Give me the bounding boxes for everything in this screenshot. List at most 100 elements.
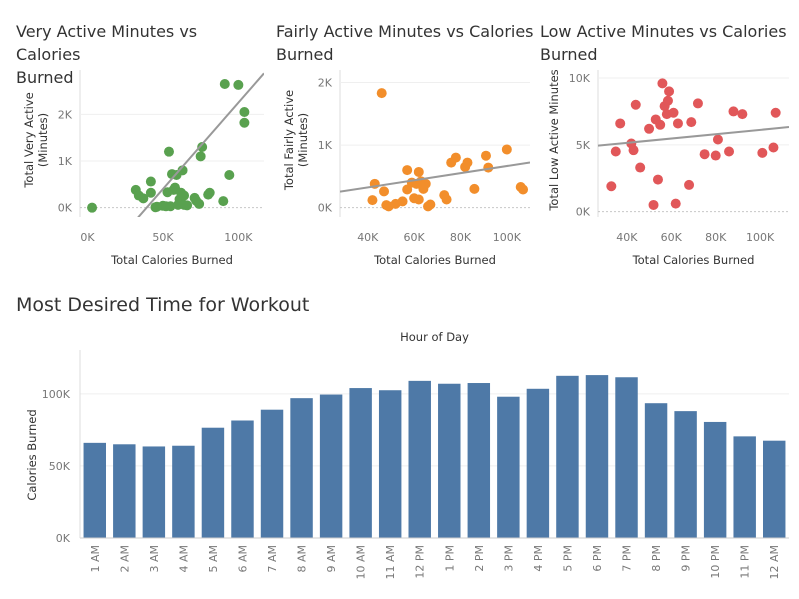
- fairly-active-data-point: [413, 166, 424, 177]
- low-active-data-point: [670, 198, 681, 209]
- low-active-data-point: [652, 174, 663, 185]
- workout-bar: [408, 380, 431, 538]
- low-active-title-line2: Burned: [540, 45, 598, 64]
- very-active-data-point: [177, 165, 188, 176]
- workout-x-axis-label: Hour of Day: [400, 330, 469, 344]
- workout-x-tick-label: 7 PM: [621, 545, 634, 572]
- very-active-data-point: [224, 170, 235, 180]
- workout-bar: [763, 440, 786, 538]
- very-active-data-point: [239, 117, 250, 128]
- very-active-data-point: [239, 107, 250, 117]
- fairly-active-x-tick-label: 40K: [357, 231, 379, 244]
- fairly-active-data-point: [469, 183, 480, 194]
- very-active-data-point: [197, 142, 208, 152]
- workout-x-tick-label: 2 AM: [118, 545, 131, 573]
- workout-y-tick-label: 100K: [42, 388, 71, 401]
- low-active-data-point: [710, 150, 721, 161]
- low-active-data-point: [606, 181, 617, 192]
- low-active-data-point: [668, 107, 679, 118]
- fairly-active-data-point: [397, 196, 408, 207]
- workout-x-tick-label: 9 AM: [325, 545, 338, 573]
- fairly-active-title-line1: Fairly Active Minutes vs Calories: [276, 22, 534, 41]
- low-active-x-tick-label: 100K: [746, 231, 775, 244]
- workout-x-tick-label: 7 AM: [266, 545, 279, 573]
- workout-bar: [467, 383, 491, 538]
- workout-bar: [644, 403, 668, 538]
- fairly-active-data-point: [441, 194, 452, 205]
- very-active-x-axis-label: Total Calories Burned: [110, 253, 233, 267]
- fairly-active-data-point: [501, 144, 512, 155]
- low-active-x-tick-label: 80K: [705, 231, 727, 244]
- workout-x-tick-label: 5 PM: [561, 545, 574, 572]
- low-active-data-point: [615, 118, 626, 129]
- very-active-chart-title: Very Active Minutes vs Calories Burned: [16, 20, 266, 89]
- workout-x-tick-label: 4 AM: [177, 545, 190, 573]
- workout-x-tick-label: 11 AM: [384, 545, 397, 580]
- low-active-data-point: [728, 106, 739, 117]
- fairly-active-x-tick-label: 60K: [404, 231, 426, 244]
- workout-bar: [378, 390, 402, 538]
- workout-bar: [231, 420, 254, 538]
- low-active-data-point: [662, 95, 673, 106]
- very-active-x-tick-label: 50K: [152, 231, 174, 244]
- fairly-active-y-tick-label: 2K: [318, 77, 333, 90]
- fairly-active-trend-line: [340, 161, 530, 193]
- very-active-data-point: [145, 176, 156, 187]
- low-active-data-point: [699, 149, 710, 160]
- low-active-y-tick-label: 0K: [576, 206, 591, 219]
- very-active-title-line1: Very Active Minutes vs Calories: [16, 22, 198, 64]
- very-active-x-tick-label: 0K: [80, 231, 95, 244]
- very-active-trend-line: [137, 72, 264, 217]
- low-active-data-point: [724, 146, 735, 157]
- low-active-y-axis-label: Total Low Active Minutes: [547, 69, 561, 211]
- workout-bar: [172, 445, 195, 538]
- workout-bar: [113, 444, 136, 538]
- workout-bar: [556, 375, 579, 538]
- very-active-data-point: [138, 193, 149, 204]
- low-active-data-point: [684, 179, 695, 190]
- workout-chart-title: Most Desired Time for Workout: [16, 294, 310, 316]
- fairly-active-y-tick-label: 1K: [318, 139, 333, 152]
- very-active-data-point: [165, 201, 176, 212]
- workout-x-tick-label: 11 PM: [739, 545, 752, 579]
- fairly-active-title-line2: Burned: [276, 45, 334, 64]
- low-active-trend-line: [598, 126, 789, 147]
- workout-x-tick-label: 10 PM: [709, 545, 722, 579]
- fairly-active-data-point: [413, 194, 424, 205]
- low-active-title-line1: Low Active Minutes vs Calories: [540, 22, 787, 41]
- fairly-active-data-point: [462, 157, 473, 168]
- workout-bar: [83, 442, 106, 538]
- low-active-data-point: [635, 162, 646, 173]
- fairly-active-data-point: [480, 150, 491, 161]
- very-active-data-point: [179, 190, 190, 201]
- very-active-data-point: [182, 200, 193, 211]
- very-active-data-point: [218, 196, 229, 207]
- low-active-data-point: [770, 107, 781, 118]
- fairly-active-y-axis-label: (Minutes): [296, 113, 310, 167]
- low-active-data-point: [672, 118, 683, 129]
- low-active-data-point: [657, 78, 668, 89]
- fairly-active-data-point: [376, 88, 387, 99]
- low-active-data-point: [692, 98, 703, 109]
- low-active-data-point: [757, 147, 768, 158]
- fairly-active-data-point: [425, 199, 436, 210]
- fairly-active-x-axis-label: Total Calories Burned: [373, 253, 496, 267]
- workout-x-tick-label: 5 AM: [207, 545, 220, 573]
- very-active-data-point: [87, 202, 98, 213]
- workout-x-tick-label: 4 PM: [532, 545, 545, 572]
- workout-y-axis-label: Calories Burned: [25, 409, 39, 500]
- workout-bar: [703, 421, 727, 538]
- workout-bar: [290, 398, 313, 538]
- low-active-y-tick-label: 10K: [569, 72, 591, 85]
- fairly-active-y-axis-label: Total Fairly Active: [282, 90, 296, 191]
- workout-bar: [438, 383, 461, 538]
- low-active-x-axis-label: Total Calories Burned: [632, 253, 755, 267]
- low-active-x-tick-label: 40K: [616, 231, 638, 244]
- low-active-data-point: [644, 123, 655, 134]
- workout-x-tick-label: 6 AM: [236, 545, 249, 573]
- workout-bar: [674, 411, 697, 538]
- very-active-data-point: [204, 187, 215, 198]
- workout-x-tick-label: 9 PM: [680, 545, 693, 572]
- workout-y-tick-label: 0K: [56, 532, 71, 545]
- workout-x-tick-label: 8 PM: [650, 545, 663, 572]
